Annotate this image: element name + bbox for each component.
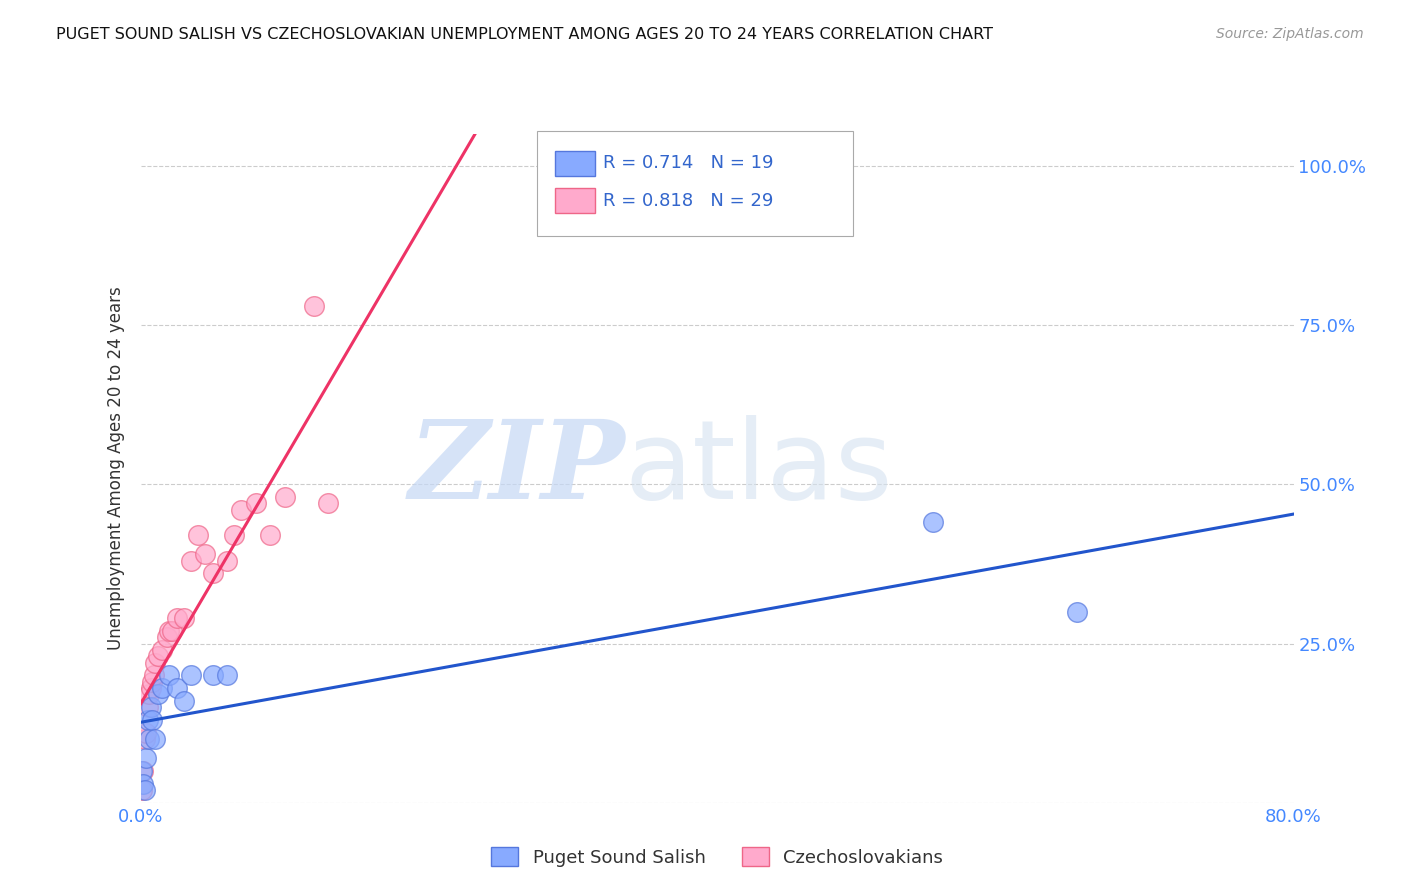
Point: [136, 700, 159, 714]
Point: [146, 649, 169, 664]
Point: [143, 656, 166, 670]
Point: [274, 490, 297, 504]
Text: atlas: atlas: [624, 415, 893, 522]
Point: [194, 547, 217, 561]
Point: [139, 700, 162, 714]
Point: [135, 725, 157, 739]
Y-axis label: Unemployment Among Ages 20 to 24 years: Unemployment Among Ages 20 to 24 years: [107, 286, 125, 650]
Point: [316, 496, 339, 510]
Point: [173, 694, 195, 708]
Point: [136, 713, 159, 727]
Point: [245, 496, 267, 510]
Point: [141, 674, 163, 689]
Point: [155, 630, 177, 644]
Point: [302, 299, 325, 313]
Point: [146, 688, 169, 702]
Point: [139, 681, 162, 695]
Point: [231, 502, 253, 516]
Point: [134, 783, 156, 797]
Point: [166, 681, 188, 695]
Text: R = 0.818   N = 29: R = 0.818 N = 29: [603, 192, 773, 210]
Point: [132, 764, 155, 778]
Point: [134, 732, 156, 747]
Point: [162, 624, 184, 638]
Point: [131, 764, 153, 778]
Point: [135, 751, 157, 765]
Text: R = 0.714   N = 19: R = 0.714 N = 19: [603, 154, 773, 172]
Point: [166, 611, 188, 625]
Legend: Puget Sound Salish, Czechoslovakians: Puget Sound Salish, Czechoslovakians: [484, 840, 950, 874]
Point: [159, 624, 180, 638]
Point: [141, 713, 163, 727]
Point: [201, 668, 224, 682]
Point: [138, 732, 160, 747]
Point: [180, 554, 202, 568]
Point: [224, 528, 246, 542]
Point: [142, 668, 165, 682]
Point: [138, 688, 160, 702]
Point: [187, 528, 209, 542]
Point: [259, 528, 281, 542]
Point: [201, 566, 224, 581]
Point: [217, 554, 239, 568]
Point: [131, 783, 153, 797]
Text: Source: ZipAtlas.com: Source: ZipAtlas.com: [1216, 27, 1364, 41]
Point: [132, 777, 155, 791]
Point: [143, 732, 166, 747]
Point: [217, 668, 239, 682]
Text: ZIP: ZIP: [408, 415, 624, 522]
Point: [150, 681, 173, 695]
Point: [180, 668, 202, 682]
Point: [922, 516, 945, 530]
Point: [1066, 605, 1088, 619]
Point: [159, 668, 180, 682]
Text: PUGET SOUND SALISH VS CZECHOSLOVAKIAN UNEMPLOYMENT AMONG AGES 20 TO 24 YEARS COR: PUGET SOUND SALISH VS CZECHOSLOVAKIAN UN…: [56, 27, 993, 42]
Point: [173, 611, 195, 625]
Point: [150, 643, 173, 657]
